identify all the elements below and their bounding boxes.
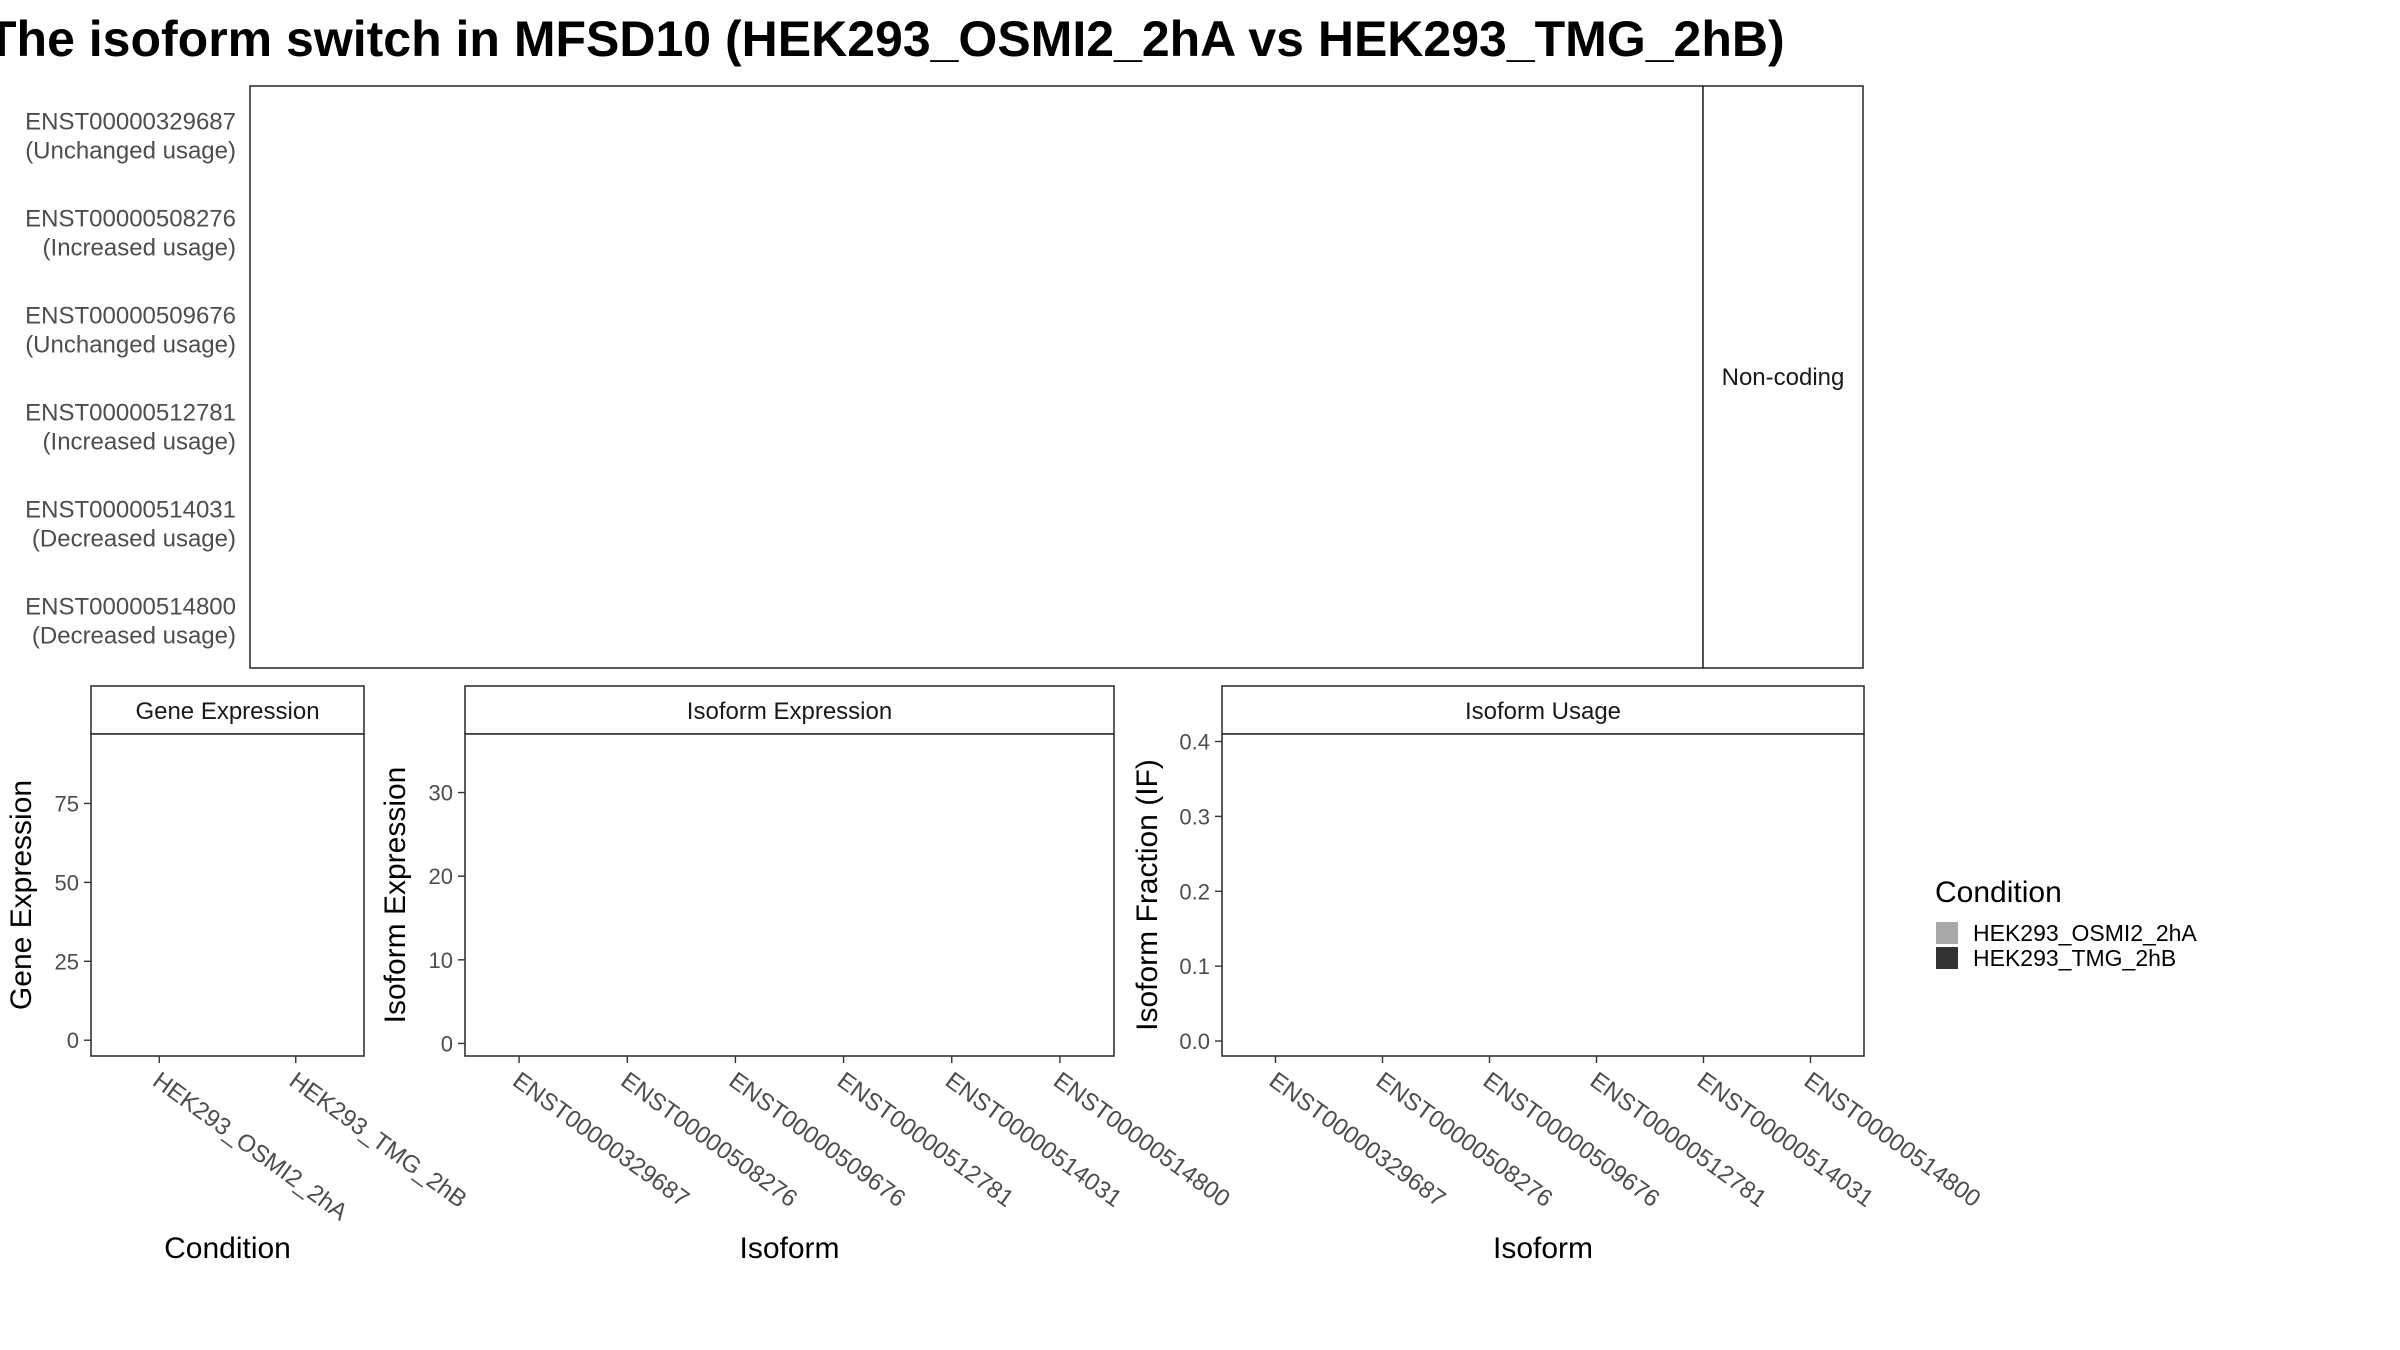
- isoform-id-label: ENST00000512781: [25, 400, 236, 427]
- y-tick-label: 50: [55, 870, 79, 895]
- panel-strip-title: Gene Expression: [135, 698, 319, 725]
- y-tick-label: 0.4: [1179, 729, 1210, 754]
- structure-panel-border: [249, 85, 1704, 669]
- y-tick-label: 0.1: [1179, 954, 1210, 979]
- panel-strip: [464, 685, 1115, 735]
- isoform-id-label: ENST00000329687: [25, 109, 236, 136]
- y-tick-label: 0.3: [1179, 804, 1210, 829]
- x-tick-label: ENST00000514800: [1048, 1067, 1234, 1213]
- isoform-usage-label: (Unchanged usage): [25, 138, 236, 165]
- isoform-usage-panel: Isoform Usagens******nsnsns0.00.10.20.30…: [1131, 685, 1985, 1265]
- panel-border: [464, 733, 1115, 1057]
- x-tick-label: ENST00000509676: [1478, 1067, 1664, 1213]
- y-tick-label: 0.0: [1179, 1029, 1210, 1054]
- x-axis-title: Condition: [164, 1232, 291, 1265]
- y-axis-title: Isoform Expression: [379, 767, 412, 1024]
- x-tick-label: ENST00000508276: [616, 1067, 802, 1213]
- isoform-usage-label: (Unchanged usage): [25, 332, 236, 359]
- y-tick-label: 10: [429, 948, 453, 973]
- y-axis-title: Isoform Fraction (IF): [1131, 759, 1164, 1031]
- panel-strip: [90, 685, 365, 735]
- y-tick-label: 0.2: [1179, 879, 1210, 904]
- isoform-usage-label: (Decreased usage): [32, 526, 236, 553]
- isoform-structure-panel: ENST00000329687(Unchanged usage)ENST0000…: [25, 85, 1864, 669]
- isoform-id-label: ENST00000509676: [25, 303, 236, 330]
- legend-label: HEK293_TMG_2hB: [1973, 945, 2176, 971]
- isoform-usage-label: (Decreased usage): [32, 623, 236, 650]
- x-tick-label: ENST00000329687: [508, 1067, 694, 1213]
- y-axis-title: Gene Expression: [5, 780, 38, 1010]
- facet-strip: [1702, 85, 1864, 669]
- isoform-id-label: ENST00000508276: [25, 206, 236, 233]
- y-tick-label: 75: [55, 791, 79, 816]
- isoform-id-label: ENST00000514031: [25, 497, 236, 524]
- panel-border: [1221, 733, 1865, 1057]
- panel-border: [90, 733, 365, 1057]
- y-tick-label: 20: [429, 864, 453, 889]
- x-tick-label: ENST00000514031: [1692, 1067, 1878, 1213]
- panel-strip-title: Isoform Usage: [1465, 698, 1621, 725]
- legend-swatch: [1936, 922, 1958, 944]
- y-tick-label: 0: [441, 1031, 453, 1056]
- legend-swatch: [1936, 947, 1958, 969]
- legend-title: Condition: [1935, 876, 2062, 909]
- x-tick-label: ENST00000512781: [832, 1067, 1018, 1213]
- x-tick-label: ENST00000514031: [940, 1067, 1126, 1213]
- x-tick-label: ENST00000329687: [1264, 1067, 1450, 1213]
- x-axis-title: Isoform: [1493, 1232, 1593, 1265]
- x-tick-label: ENST00000509676: [724, 1067, 910, 1213]
- legend-label: HEK293_OSMI2_2hA: [1973, 920, 2197, 946]
- isoform-usage-label: (Increased usage): [43, 235, 236, 262]
- figure-title: The isoform switch in MFSD10 (HEK293_OSM…: [0, 11, 1785, 67]
- panel-strip: [1221, 685, 1865, 735]
- x-tick-label: ENST00000508276: [1371, 1067, 1557, 1213]
- y-tick-label: 25: [55, 949, 79, 974]
- isoform-expression-panel: Isoform Expression 0 10 20 30 ENST00000329687…: [379, 685, 1235, 1265]
- x-axis-title: Isoform: [739, 1232, 839, 1265]
- isoform-usage-label: (Increased usage): [43, 429, 236, 456]
- isoform-id-label: ENST00000514800: [25, 594, 236, 621]
- facet-strip-label: Non-coding: [1722, 364, 1845, 391]
- x-tick-label: ENST00000514800: [1799, 1067, 1985, 1213]
- x-tick-label: ENST00000512781: [1585, 1067, 1771, 1213]
- panel-strip-title: Isoform Expression: [687, 698, 892, 725]
- y-tick-label: 0: [67, 1028, 79, 1053]
- y-tick-label: 30: [429, 781, 453, 806]
